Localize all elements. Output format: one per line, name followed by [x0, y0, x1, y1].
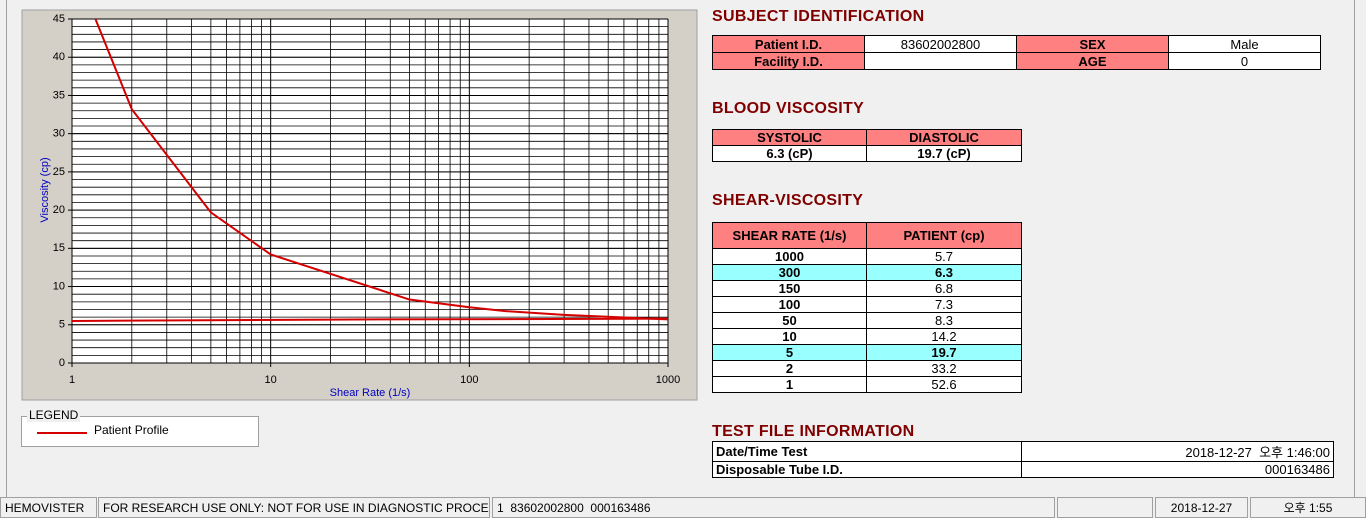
legend-entry: Patient Profile [94, 423, 169, 437]
y-tick-label: 20 [53, 204, 65, 216]
x-tick-label: 1000 [656, 374, 680, 386]
cell: 1 [712, 376, 867, 393]
test-file-table: Date/Time Test 2018-12-27 오후 1:46:00 Disp… [712, 441, 1334, 478]
y-tick-label: 10 [53, 280, 65, 292]
cell: 100 [712, 296, 867, 313]
y-axis-label: Viscosity (cp) [39, 157, 51, 222]
status-cell: FOR RESEARCH USE ONLY: NOT FOR USE IN DI… [98, 497, 490, 518]
status-cell: 1 83602002800 000163486 [492, 497, 1055, 518]
status-cell [1057, 497, 1153, 518]
cell: 19.7 [866, 344, 1022, 361]
cell: 19.7 (cP) [866, 145, 1022, 162]
y-tick-label: 45 [53, 13, 65, 25]
cell: 300 [712, 264, 867, 281]
plot-area [72, 19, 668, 363]
cell: 33.2 [866, 360, 1022, 377]
section-title: BLOOD VISCOSITY [712, 100, 865, 117]
series-line [94, 19, 668, 321]
cell: AGE [1016, 52, 1169, 70]
cell: 2018-12-27 오후 1:46:00 [1021, 441, 1334, 462]
y-tick-label: 0 [59, 357, 65, 369]
y-tick-label: 15 [53, 242, 65, 254]
cell: 000163486 [1021, 461, 1334, 478]
plot-lines [72, 19, 668, 322]
cell: 6.8 [866, 280, 1022, 297]
cell: 1000 [712, 248, 867, 265]
cell: 6.3 (cP) [712, 145, 867, 162]
legend-swatch [37, 432, 87, 434]
cell: 10 [712, 328, 867, 345]
cell: Date/Time Test [712, 441, 1022, 462]
x-axis-label: Shear Rate (1/s) [330, 387, 411, 399]
legend-title: LEGEND [27, 408, 81, 422]
cell: 5.7 [866, 248, 1022, 265]
y-tick-label: 30 [53, 128, 65, 140]
y-tick-label: 40 [53, 51, 65, 63]
x-tick-label: 1 [69, 374, 75, 386]
cell: 150 [712, 280, 867, 297]
blood-table: SYSTOLIC DIASTOLIC 6.3 (cP) 19.7 (cP) [712, 129, 1022, 162]
cell: 83602002800 [864, 35, 1017, 53]
x-tick-label: 100 [460, 374, 478, 386]
cell: 50 [712, 312, 867, 329]
cell: 7.3 [866, 296, 1022, 313]
cell: 2 [712, 360, 867, 377]
subject-table: Patient I.D. 83602002800 SEX Male Facility … [712, 35, 1321, 70]
cell: 6.3 [866, 264, 1022, 281]
section-title: TEST FILE INFORMATION [712, 423, 915, 440]
cell: Facility I.D. [712, 52, 865, 70]
y-tick-label: 5 [59, 319, 65, 331]
status-cell: 2018-12-27 [1155, 497, 1248, 518]
frame-edge [6, 0, 7, 497]
cell: PATIENT (cp) [866, 222, 1022, 249]
status-cell: HEMOVISTER [0, 497, 97, 518]
y-tick-label: 25 [53, 166, 65, 178]
cell [864, 52, 1017, 70]
cell: 52.6 [866, 376, 1022, 393]
cell: Patient I.D. [712, 35, 865, 53]
cell: SEX [1016, 35, 1169, 53]
cell: 5 [712, 344, 867, 361]
shear-table: SHEAR RATE (1/s) PATIENT (cp) 1000 5.7 300 6… [712, 222, 1022, 393]
cell: Male [1168, 35, 1321, 53]
cell: SYSTOLIC [712, 129, 867, 146]
cell: SHEAR RATE (1/s) [712, 222, 867, 249]
cell: 0 [1168, 52, 1321, 70]
legend: Patient Profile [21, 416, 259, 447]
section-title: SUBJECT IDENTIFICATION [712, 8, 925, 25]
cell: 8.3 [866, 312, 1022, 329]
status-cell: 오후 1:55 [1250, 497, 1366, 518]
frame-edge [1354, 0, 1355, 497]
x-tick-label: 10 [265, 374, 277, 386]
cell: 14.2 [866, 328, 1022, 345]
cell: DIASTOLIC [866, 129, 1022, 146]
series-line [72, 317, 668, 322]
chart: Shear Rate (1/s) Viscosity (cp) 0 5 10 15 20… [21, 9, 698, 401]
y-tick-label: 35 [53, 89, 65, 101]
section-title: SHEAR-VISCOSITY [712, 192, 864, 209]
cell: Disposable Tube I.D. [712, 461, 1022, 478]
